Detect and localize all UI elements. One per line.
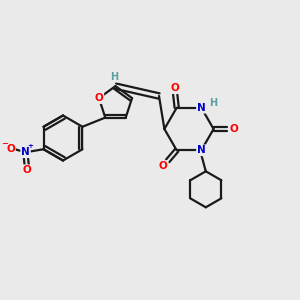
Text: H: H — [208, 98, 217, 108]
Text: O: O — [171, 83, 180, 93]
Text: N: N — [197, 145, 206, 155]
Text: H: H — [110, 71, 118, 82]
Text: O: O — [6, 144, 15, 154]
Text: −: − — [2, 139, 9, 148]
Text: N: N — [21, 147, 30, 157]
Text: O: O — [159, 161, 168, 171]
Text: N: N — [197, 103, 206, 113]
Text: O: O — [22, 165, 32, 175]
Text: O: O — [229, 124, 238, 134]
Text: O: O — [94, 93, 103, 103]
Text: +: + — [27, 143, 33, 149]
